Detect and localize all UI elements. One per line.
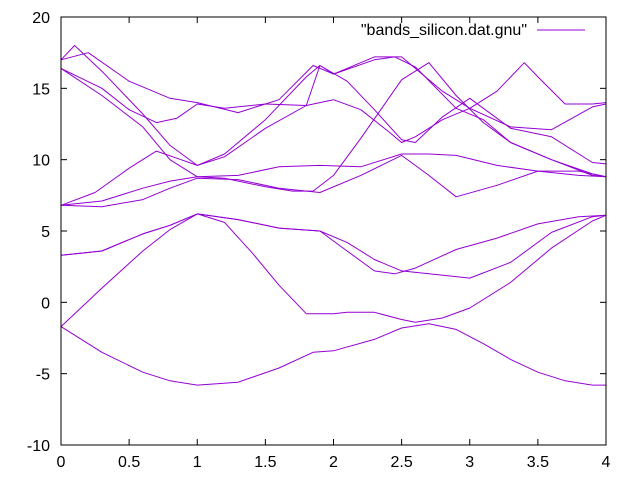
y-tick-label: 5 <box>41 224 50 241</box>
legend-label: "bands_silicon.dat.gnu" <box>361 22 527 39</box>
x-tick-label: 3 <box>465 454 474 471</box>
y-tick-label: 15 <box>32 81 50 98</box>
x-tick-label: 4 <box>602 454 611 471</box>
band-line-1 <box>60 323 606 386</box>
band-line-10 <box>60 45 607 178</box>
band-line-11 <box>60 52 607 114</box>
band-line-5 <box>60 153 607 206</box>
band-line-8 <box>60 67 607 143</box>
x-tick-label: 3.5 <box>527 454 549 471</box>
band-line-3 <box>60 213 607 279</box>
ticks-layer: 0 0.5 1 1.5 2 2.5 3 3.5 4 -10 -5 0 5 10 15 20 <box>27 10 611 471</box>
y-tick-label: 10 <box>32 153 50 170</box>
x-tick-label: 0.5 <box>118 454 140 471</box>
series-layer <box>60 45 607 386</box>
x-tick-label: 2 <box>329 454 338 471</box>
axes-layer <box>60 16 607 446</box>
band-line-6 <box>60 154 607 208</box>
y-tick-label: -5 <box>36 367 50 384</box>
y-tick-label: 20 <box>32 10 50 27</box>
legend: "bands_silicon.dat.gnu" <box>361 22 585 39</box>
y-tick-label: 0 <box>41 295 50 312</box>
y-tick-label: -10 <box>27 438 50 455</box>
plot-frame <box>60 16 607 446</box>
x-tick-label: 1 <box>193 454 202 471</box>
x-tick-label: 2.5 <box>391 454 413 471</box>
band-line-4 <box>60 213 607 275</box>
x-tick-label: 0 <box>57 454 66 471</box>
band-line-2 <box>60 213 607 327</box>
x-tick-label: 1.5 <box>254 454 276 471</box>
band-line-9 <box>60 62 607 192</box>
